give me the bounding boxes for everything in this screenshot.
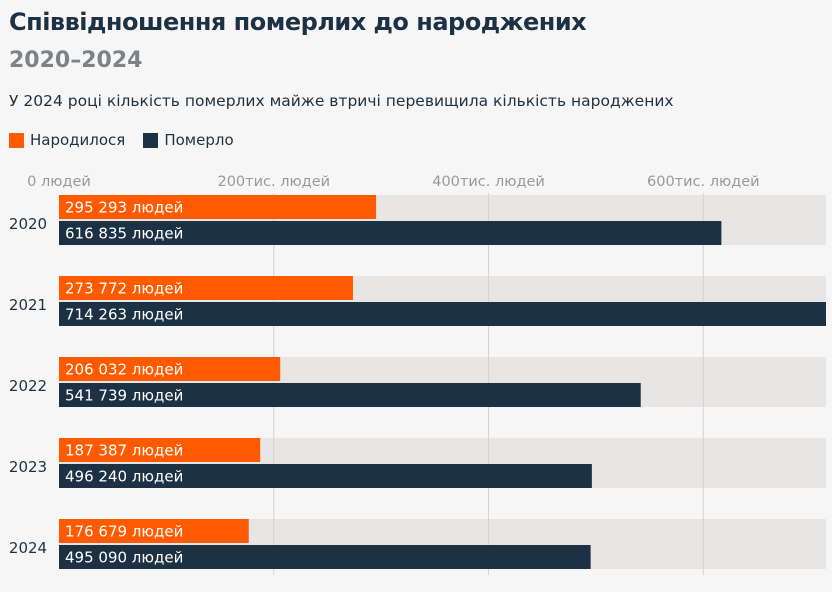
- y-category-label-2022: 2022: [9, 377, 47, 395]
- bar-died-2020: [59, 221, 722, 245]
- y-category-label-2024: 2024: [9, 539, 47, 557]
- legend-item-born: Народилося: [9, 131, 125, 149]
- bar-born-2021: [59, 276, 353, 300]
- data-label-born-2020: 295 293 людей: [65, 199, 183, 217]
- y-category-label-2021: 2021: [9, 296, 47, 314]
- bar-born-2023: [59, 438, 261, 462]
- data-label-died-2024: 495 090 людей: [65, 549, 183, 567]
- bar-died-2022: [59, 383, 641, 407]
- legend-swatch-born: [9, 132, 24, 148]
- x-tick-label-1: 200тис. людей: [217, 174, 330, 190]
- bar-died-2023: [59, 464, 592, 488]
- x-tick-label-0: 0 людей: [27, 174, 91, 190]
- data-label-born-2022: 206 032 людей: [65, 361, 183, 379]
- x-tick-label-2: 400тис. людей: [432, 174, 545, 190]
- legend-swatch-died: [143, 132, 159, 148]
- data-label-died-2021: 714 263 людей: [65, 306, 183, 324]
- data-label-died-2020: 616 835 людей: [65, 225, 183, 243]
- legend: Народилося Померло: [9, 131, 252, 149]
- legend-item-died: Померло: [143, 131, 234, 149]
- legend-label-born: Народилося: [30, 131, 126, 149]
- legend-label-died: Померло: [164, 131, 234, 149]
- bar-died-2021: [59, 302, 826, 326]
- data-label-born-2021: 273 772 людей: [65, 280, 183, 298]
- chart-subtitle: 2020–2024: [9, 48, 143, 73]
- chart-description: У 2024 році кількість померлих майже втр…: [9, 92, 674, 110]
- bar-born-2022: [59, 357, 281, 381]
- data-label-born-2023: 187 387 людей: [65, 442, 183, 460]
- y-category-label-2020: 2020: [9, 215, 47, 233]
- bar-born-2024: [59, 519, 249, 543]
- y-category-label-2023: 2023: [9, 458, 47, 476]
- data-label-died-2022: 541 739 людей: [65, 387, 183, 405]
- bar-died-2024: [59, 545, 591, 569]
- data-label-born-2024: 176 679 людей: [65, 523, 183, 541]
- bar-born-2020: [59, 195, 377, 219]
- x-tick-label-3: 600тис. людей: [647, 174, 760, 190]
- chart-title: Співвідношення померлих до народжених: [9, 8, 587, 36]
- data-label-died-2023: 496 240 людей: [65, 468, 183, 486]
